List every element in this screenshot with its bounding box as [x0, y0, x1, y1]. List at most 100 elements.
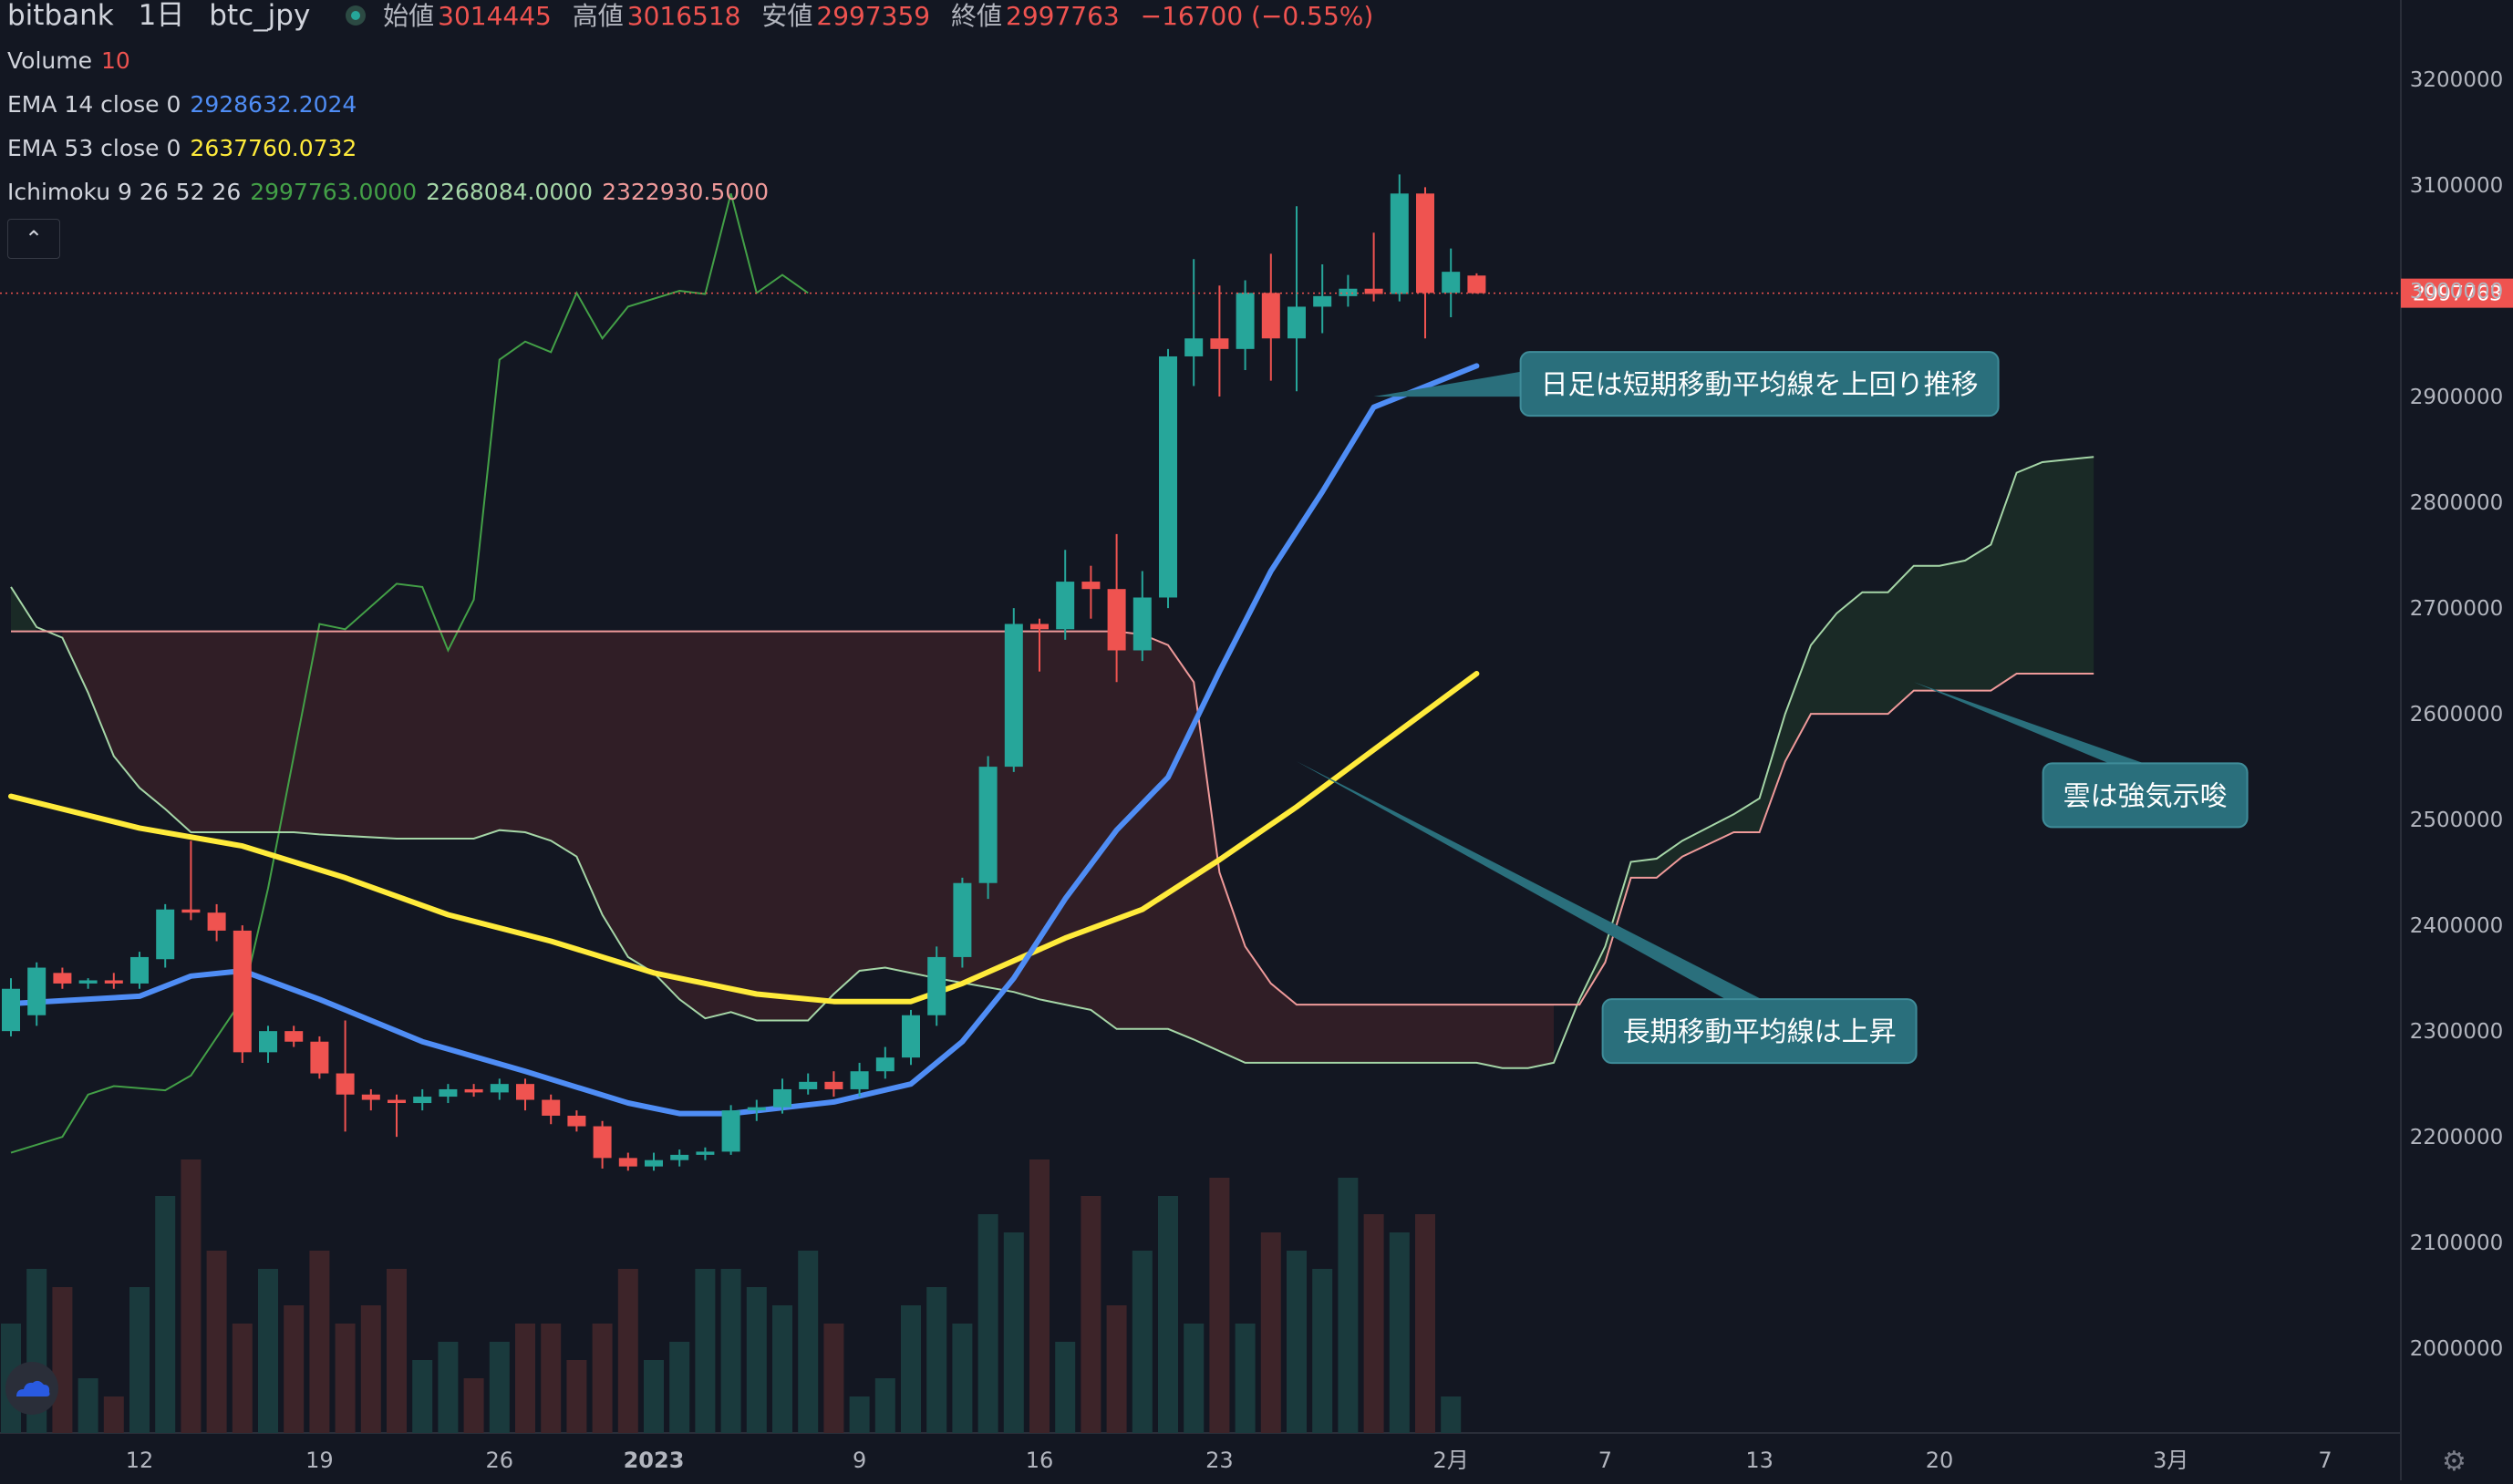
candle	[927, 946, 946, 1026]
volume-bar	[926, 1287, 947, 1433]
candle	[1210, 285, 1229, 397]
x-tick-label: 19	[305, 1448, 334, 1473]
callout-box	[2042, 762, 2249, 829]
y-tick-label: 2900000	[2410, 386, 2503, 409]
volume-bar	[412, 1360, 433, 1433]
candle	[747, 1099, 766, 1121]
volume-bar	[309, 1251, 330, 1433]
candle	[284, 1025, 304, 1047]
x-tick-label: 9	[853, 1448, 866, 1473]
cloud-logo-icon	[16, 1380, 50, 1396]
ichimoku-cloud	[1579, 457, 2094, 1005]
volume-bar	[1235, 1324, 1256, 1433]
volume-bar	[823, 1324, 844, 1433]
volume-bar	[463, 1378, 484, 1433]
callout-pointer	[1297, 761, 1769, 1004]
annotation-callout[interactable]: 雲は強気示唆	[1913, 682, 2249, 829]
volume-legend-value: 10	[100, 47, 130, 74]
volume-legend[interactable]: Volume 10	[7, 47, 140, 75]
last-price-tag	[2401, 278, 2513, 308]
market-status-icon	[346, 5, 367, 26]
candle	[233, 925, 252, 1063]
volume-bar	[1441, 1396, 1462, 1433]
ema53-line	[8, 671, 1480, 1005]
volume-bar	[1260, 1232, 1281, 1433]
volume-bar	[695, 1269, 716, 1433]
volume-bar	[901, 1305, 921, 1433]
candle	[1313, 264, 1332, 334]
candle	[1390, 174, 1409, 302]
ema14-legend-label: EMA 14 close 0	[7, 91, 181, 118]
x-tick-label: 16	[1026, 1448, 1054, 1473]
volume-bar	[849, 1396, 870, 1433]
volume-bar	[1081, 1196, 1101, 1433]
y-tick-label: 2800000	[2410, 491, 2503, 515]
settings-gear-icon[interactable]: ⚙	[2442, 1446, 2466, 1478]
candle	[2, 978, 20, 1036]
candle	[361, 1088, 380, 1111]
candle	[1159, 348, 1177, 609]
ema53-legend[interactable]: EMA 53 close 0 2637760.0732	[7, 135, 366, 162]
high-label: 高値	[572, 1, 624, 31]
ema14-legend[interactable]: EMA 14 close 0 2928632.2024	[7, 91, 366, 119]
y-tick-label: 2600000	[2410, 703, 2503, 727]
x-tick-label: 2023	[624, 1448, 685, 1473]
symbol-header: bitbank 1日 btc_jpy 始値 3014445 高値 3016518 安…	[7, 2, 1386, 30]
volume-bar	[1003, 1232, 1024, 1433]
x-tick-label: 20	[1926, 1448, 1954, 1473]
candle	[953, 877, 972, 968]
ichimoku-value-2: 2268084.0000	[426, 179, 594, 205]
candle	[902, 1009, 920, 1066]
volume-bar	[1209, 1178, 1230, 1433]
candle	[1467, 273, 1486, 294]
ichimoku-legend[interactable]: Ichimoku 9 26 52 26 2997763.0000 2268084.0…	[7, 179, 778, 206]
ichimoku-value-1: 2997763.0000	[250, 179, 418, 205]
candle	[542, 1094, 561, 1125]
y-tick-label: 2100000	[2410, 1232, 2503, 1255]
candle	[27, 962, 47, 1026]
volume-bar	[746, 1287, 767, 1433]
span-b-line	[11, 630, 2094, 1006]
tradingview-logo[interactable]	[5, 1362, 58, 1415]
volume-bar	[103, 1396, 124, 1433]
candle	[773, 1078, 791, 1114]
volume-bar	[1055, 1342, 1076, 1433]
x-tick-label: 23	[1205, 1448, 1234, 1473]
volume-bar	[1415, 1214, 1435, 1433]
volume-bar	[387, 1269, 407, 1433]
y-tick-label: 3200000	[2410, 68, 2503, 92]
open-label: 始値	[383, 1, 435, 31]
x-tick-label: 3月	[2153, 1448, 2188, 1473]
volume-bar	[1029, 1159, 1050, 1433]
candle	[104, 973, 123, 989]
last-price-label: 2997763	[2413, 283, 2502, 306]
annotation-callout[interactable]: 長期移動平均線は上昇	[1297, 761, 1918, 1065]
callout-text: 長期移動平均線は上昇	[1623, 1016, 1897, 1048]
timeframe[interactable]: 1日	[138, 0, 185, 32]
volume-bar	[541, 1324, 562, 1433]
x-tick-label: 7	[1598, 1448, 1612, 1473]
candle	[618, 1152, 637, 1171]
callout-text: 雲は強気示唆	[2063, 780, 2228, 812]
annotation-callout[interactable]: 日足は短期移動平均線を上回り推移	[1373, 351, 2000, 417]
ema53-legend-value: 2637760.0732	[190, 135, 357, 161]
collapse-legend-button[interactable]: ⌃	[7, 219, 60, 259]
candle	[1288, 206, 1306, 392]
x-tick-label: 13	[1745, 1448, 1774, 1473]
y-tick-label: 2300000	[2410, 1020, 2503, 1044]
volume-bar	[181, 1159, 202, 1433]
candle	[721, 1105, 740, 1155]
ema14-line	[8, 363, 1480, 1117]
candle	[850, 1062, 869, 1098]
volume-bar	[1338, 1178, 1359, 1433]
exchange-name[interactable]: bitbank	[7, 0, 114, 32]
candle	[388, 1094, 406, 1138]
volume-bar	[669, 1342, 690, 1433]
volume-bar	[1363, 1214, 1384, 1433]
volume-bar	[566, 1360, 587, 1433]
symbol-name[interactable]: btc_jpy	[209, 0, 311, 32]
candle	[1184, 259, 1204, 386]
chevron-up-icon: ⌃	[24, 226, 44, 252]
volume-bar	[772, 1305, 792, 1433]
